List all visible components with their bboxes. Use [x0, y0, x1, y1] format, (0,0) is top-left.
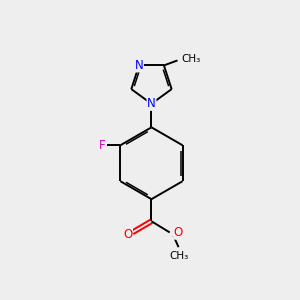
Text: O: O — [174, 226, 183, 239]
Text: F: F — [99, 139, 105, 152]
Text: CH₃: CH₃ — [181, 54, 200, 64]
Text: N: N — [135, 59, 143, 72]
Text: N: N — [147, 97, 156, 110]
Text: CH₃: CH₃ — [169, 251, 188, 261]
Text: O: O — [123, 228, 133, 241]
